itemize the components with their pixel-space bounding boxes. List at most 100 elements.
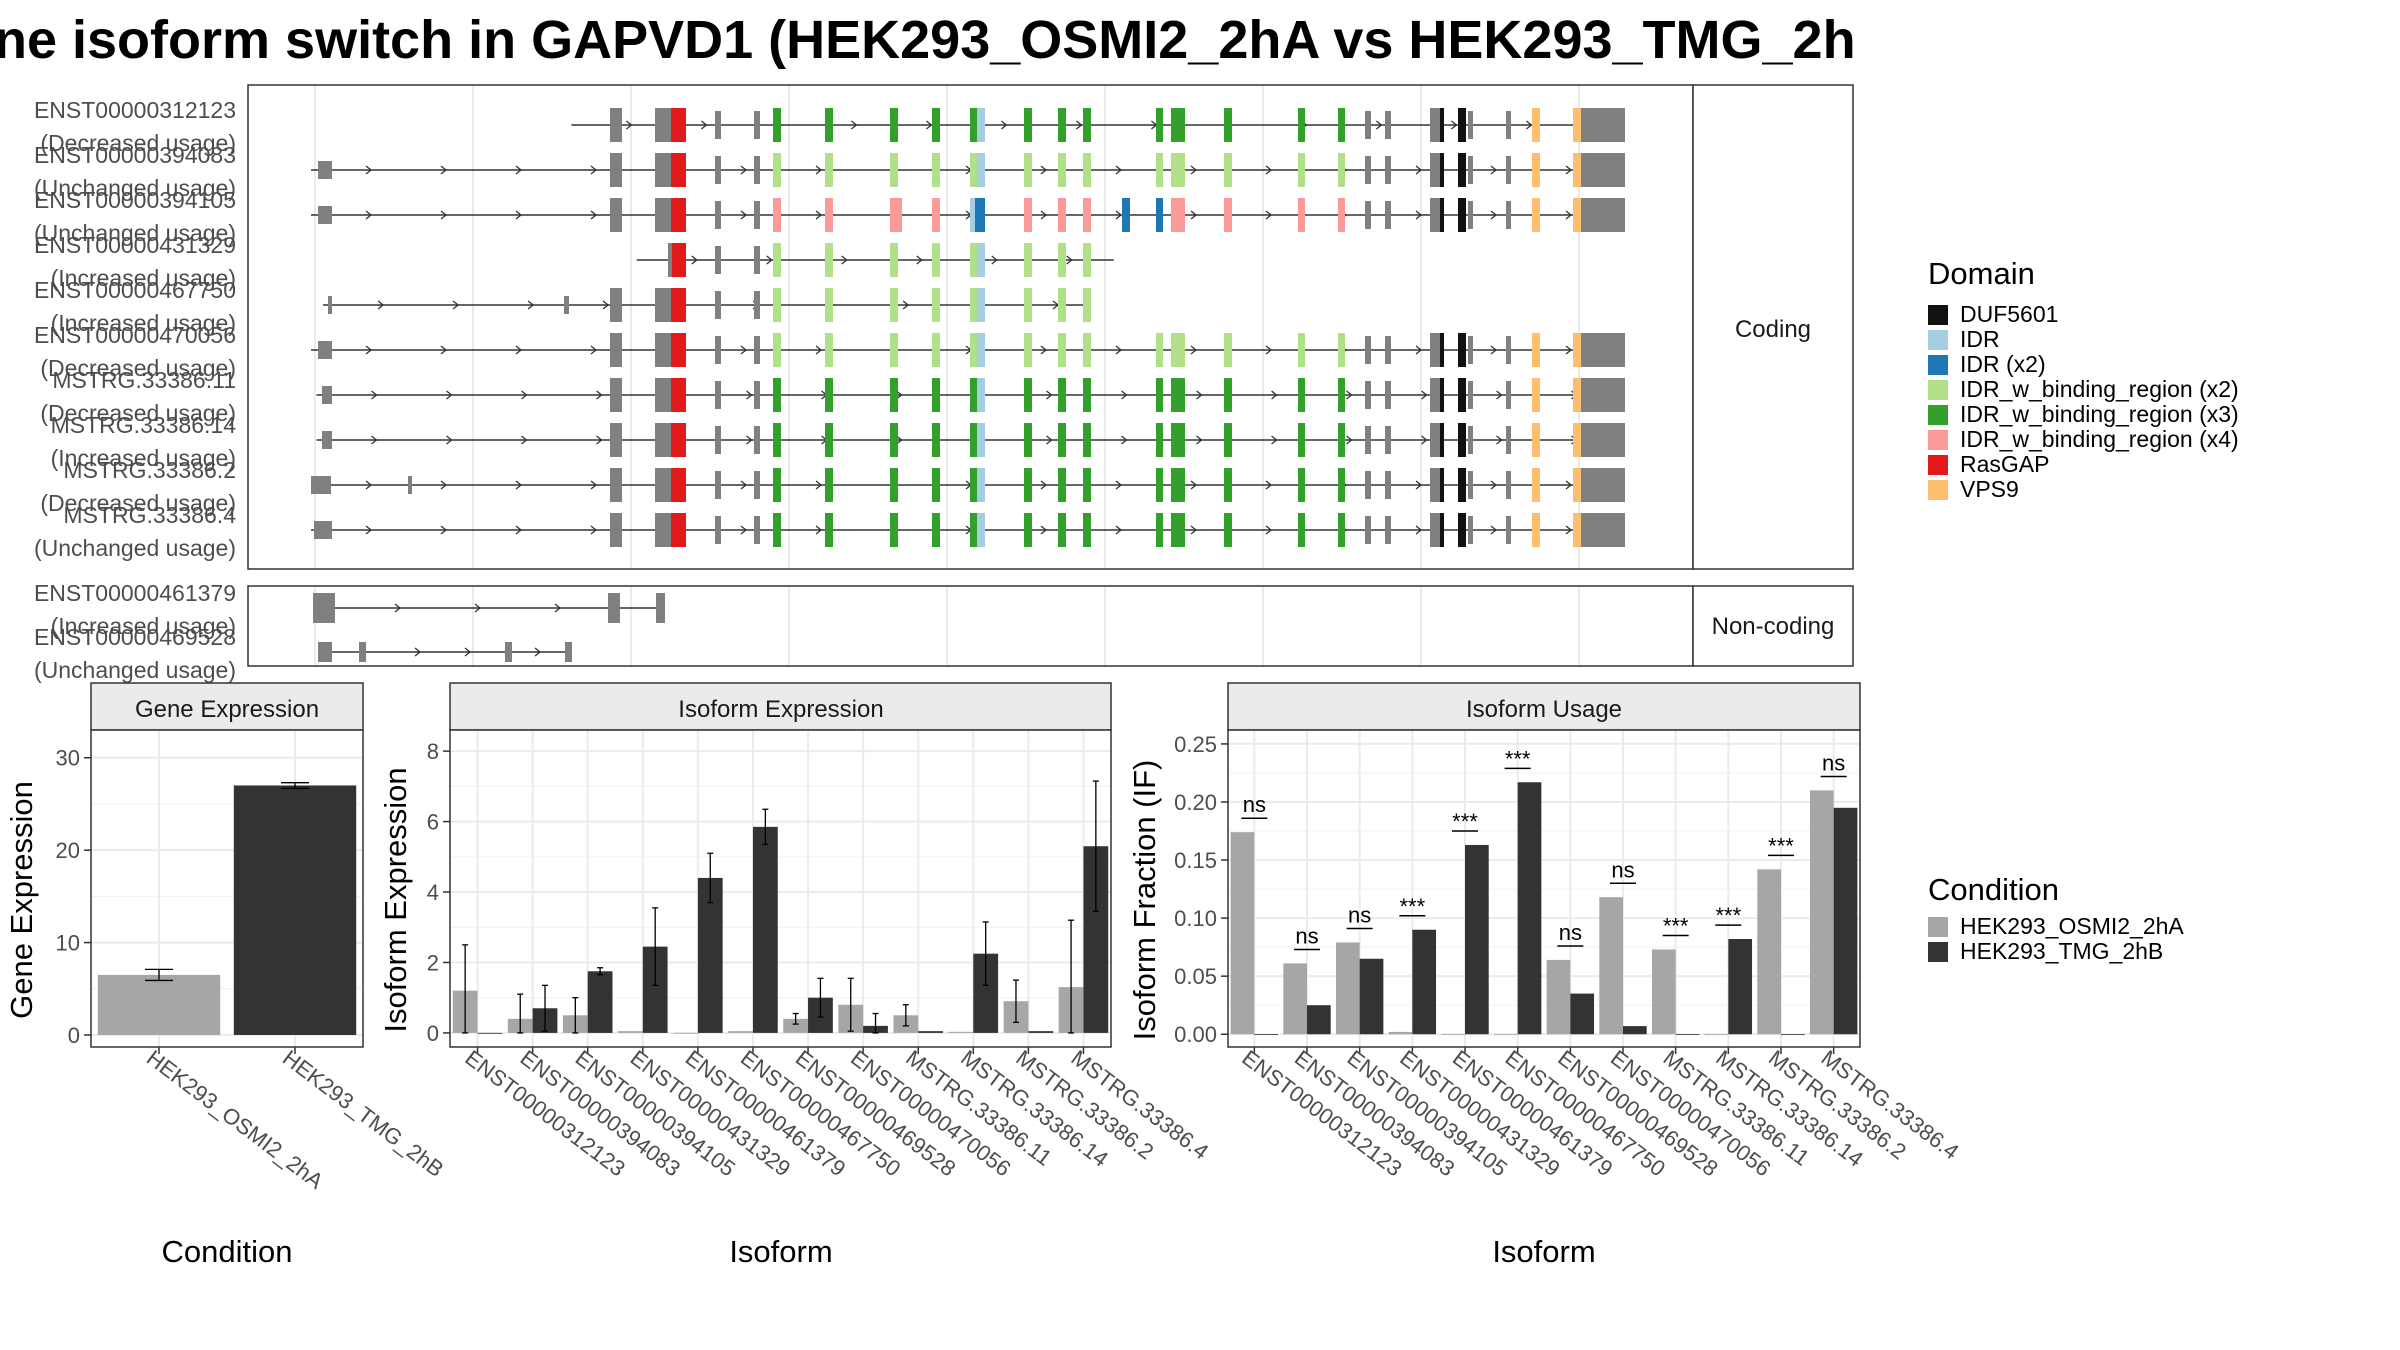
domain-block <box>1468 381 1473 409</box>
domain-block <box>1532 333 1540 367</box>
domain-block <box>610 333 622 367</box>
y-tick-label: 0.15 <box>1174 848 1217 873</box>
domain-legend-swatch <box>1928 330 1948 350</box>
direction-arrow <box>1565 480 1573 490</box>
domain-block <box>890 288 898 322</box>
direction-arrow <box>1271 390 1278 400</box>
domain-block <box>1458 378 1466 412</box>
direction-arrow <box>1196 435 1203 445</box>
domain-block <box>1024 468 1032 502</box>
domain-block <box>825 198 833 232</box>
transcript-usage-label: (Increased usage) <box>51 310 236 336</box>
domain-block <box>1468 156 1473 184</box>
domain-block <box>1440 378 1444 412</box>
direction-arrow <box>440 525 448 535</box>
domain-block <box>773 108 781 142</box>
domain-block <box>715 336 721 364</box>
exon-block <box>505 642 512 662</box>
domain-block <box>1058 198 1066 232</box>
domain-block <box>1365 516 1371 544</box>
domain-block <box>1298 423 1305 457</box>
domain-block <box>1298 333 1305 367</box>
condition-legend-label: HEK293_OSMI2_2hA <box>1960 913 2184 939</box>
domain-block <box>932 198 940 232</box>
direction-arrow <box>1121 390 1128 400</box>
domain-block <box>1532 198 1540 232</box>
direction-arrow <box>691 255 698 265</box>
domain-block <box>825 288 833 322</box>
domain-block <box>890 243 898 277</box>
domain-block <box>1430 153 1440 187</box>
gene-x-axis-title: Condition <box>162 1234 293 1269</box>
domain-block <box>970 378 978 412</box>
domain-block <box>932 378 940 412</box>
exon-block <box>314 521 332 539</box>
direction-arrow <box>377 300 385 310</box>
domain-block <box>1365 336 1371 364</box>
noncoding-panel-background <box>248 586 1693 666</box>
domain-block <box>1440 423 1444 457</box>
exon-block <box>328 296 332 314</box>
domain-block <box>1581 333 1625 367</box>
domain-block <box>1338 333 1345 367</box>
direction-arrow <box>1190 525 1198 535</box>
exon-block <box>318 206 332 224</box>
domain-block <box>1024 513 1032 547</box>
domain-block <box>715 426 721 454</box>
domain-block <box>1581 468 1625 502</box>
transcript-row <box>636 243 1114 277</box>
domain-block <box>754 381 760 409</box>
domain-block <box>1573 513 1581 547</box>
condition-legend-swatch <box>1928 942 1948 962</box>
exon-block <box>608 593 620 623</box>
domain-block <box>610 513 622 547</box>
domain-block <box>825 333 833 367</box>
bar <box>1546 959 1571 1035</box>
y-tick-label: 0.20 <box>1174 790 1217 815</box>
significance-label: ns <box>1243 792 1266 817</box>
significance-label: ns <box>1295 923 1318 948</box>
direction-arrow <box>1190 210 1198 220</box>
domain-block <box>1058 108 1066 142</box>
direction-arrow <box>521 435 528 445</box>
direction-arrow <box>1490 345 1498 355</box>
bar <box>1728 939 1753 1035</box>
domain-block <box>825 108 833 142</box>
bar <box>1809 790 1834 1035</box>
domain-block <box>970 333 978 367</box>
panel-background <box>450 730 1111 1047</box>
direction-arrow <box>1066 255 1073 265</box>
direction-arrow <box>440 210 448 220</box>
coding-strip <box>1692 84 1854 570</box>
iso-panel-strip-label: Isoform Expression <box>678 696 883 723</box>
domain-block <box>1581 378 1625 412</box>
domain-block <box>655 108 671 142</box>
domain-block <box>890 468 898 502</box>
bar <box>587 971 613 1033</box>
usage-x-axis-title: Isoform <box>1492 1234 1595 1269</box>
domain-block <box>970 423 978 457</box>
domain-block <box>754 471 760 499</box>
noncoding-row <box>318 642 572 662</box>
bar <box>1517 782 1542 1035</box>
domain-block <box>890 513 898 547</box>
direction-arrow <box>815 525 823 535</box>
bar <box>673 1032 698 1034</box>
domain-block <box>754 336 760 364</box>
domain-block <box>715 201 721 229</box>
direction-arrow <box>1421 390 1428 400</box>
domain-block <box>655 423 671 457</box>
coding-strip-label: Coding <box>1735 316 1811 343</box>
direction-arrow <box>1190 480 1198 490</box>
exon-block <box>565 642 572 662</box>
direction-arrow <box>1190 165 1198 175</box>
domain-block <box>1224 198 1232 232</box>
direction-arrow <box>740 345 748 355</box>
exon-block <box>656 593 665 623</box>
direction-arrow <box>850 120 858 130</box>
transcript-id-label: MSTRG.33386.14 <box>51 412 237 438</box>
domain-block <box>1365 471 1371 499</box>
domain-block <box>671 153 686 187</box>
domain-legend-label: IDR_w_binding_region (x4) <box>1960 426 2239 452</box>
